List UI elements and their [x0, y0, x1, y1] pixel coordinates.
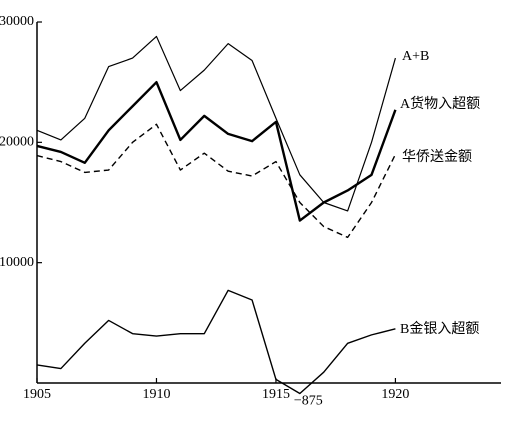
- series-label: B金银入超额: [400, 321, 479, 337]
- series-label: 华侨送金额: [402, 149, 472, 165]
- x-tick-label: 1905: [23, 387, 51, 402]
- y-tick-label: 30000: [0, 14, 34, 29]
- series-label: A货物入超额: [400, 95, 480, 112]
- series-line: [36, 123, 397, 239]
- x-tick-label: 1910: [142, 387, 170, 402]
- series-line: [36, 80, 397, 222]
- y-tick-label: 10000: [0, 255, 34, 270]
- series-line: [36, 35, 396, 212]
- x-tick-label: 1920: [381, 387, 409, 402]
- y-tick-label: 20000: [0, 135, 34, 150]
- x-tick-label: 1915: [262, 387, 290, 402]
- value-label: −875: [294, 394, 323, 409]
- series-label: A+B: [402, 49, 429, 64]
- series-line: [36, 289, 396, 395]
